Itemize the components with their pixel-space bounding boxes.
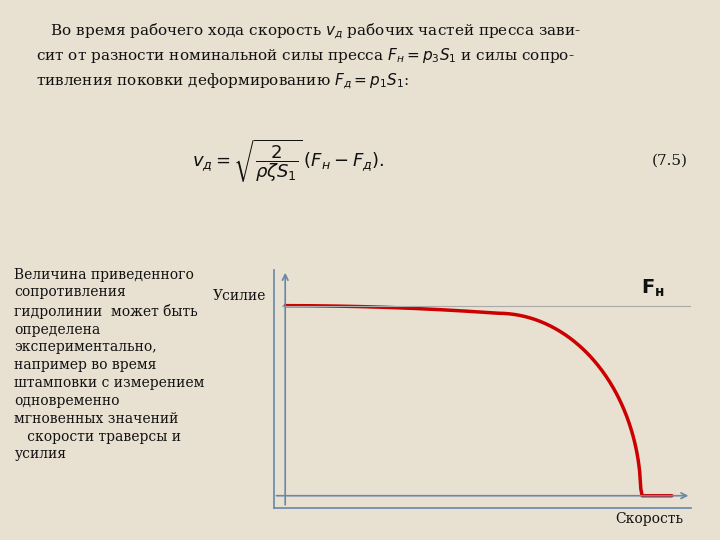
Text: $\mathbf{F_н}$: $\mathbf{F_н}$ — [641, 277, 665, 299]
Text: (7.5): (7.5) — [652, 154, 688, 168]
Text: $v_д = \sqrt{\dfrac{2}{\rho\zeta S_1}}\,(F_н - F_д).$: $v_д = \sqrt{\dfrac{2}{\rho\zeta S_1}}\,… — [192, 137, 384, 184]
Text: Скорость: Скорость — [616, 512, 683, 526]
Text: Усилие: Усилие — [212, 289, 266, 303]
Text: Величина приведенного
сопротивления
гидролинии  может быть
определена
эксперимен: Величина приведенного сопротивления гидр… — [14, 268, 204, 462]
Text: Во время рабочего хода скорость $v_д$ рабочих частей пресса зави-
сит от разност: Во время рабочего хода скорость $v_д$ ра… — [36, 21, 581, 91]
